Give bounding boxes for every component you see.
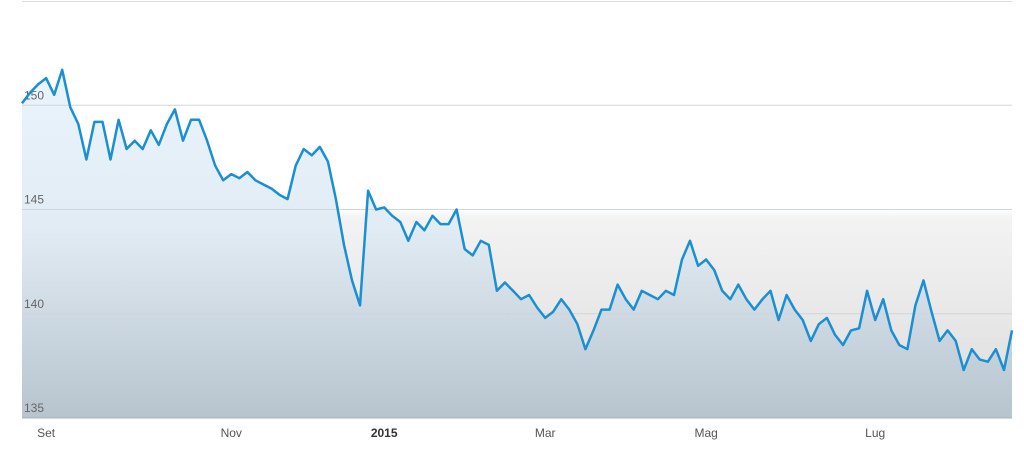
x-tick-label: 2015 [371, 426, 398, 440]
area [22, 69, 1012, 419]
x-tick-label: Mag [694, 426, 717, 440]
price-line [21, 68, 1014, 372]
x-tick-label: Set [37, 426, 56, 440]
y-tick-label: 135 [24, 401, 44, 415]
y-tick-label: 150 [24, 88, 44, 102]
x-tick-label: Nov [221, 426, 242, 440]
y-tick-label: 145 [24, 193, 44, 207]
x-tick-label: Mar [535, 426, 556, 440]
x-tick-label: Lug [865, 426, 885, 440]
y-tick-label: 140 [24, 297, 44, 311]
